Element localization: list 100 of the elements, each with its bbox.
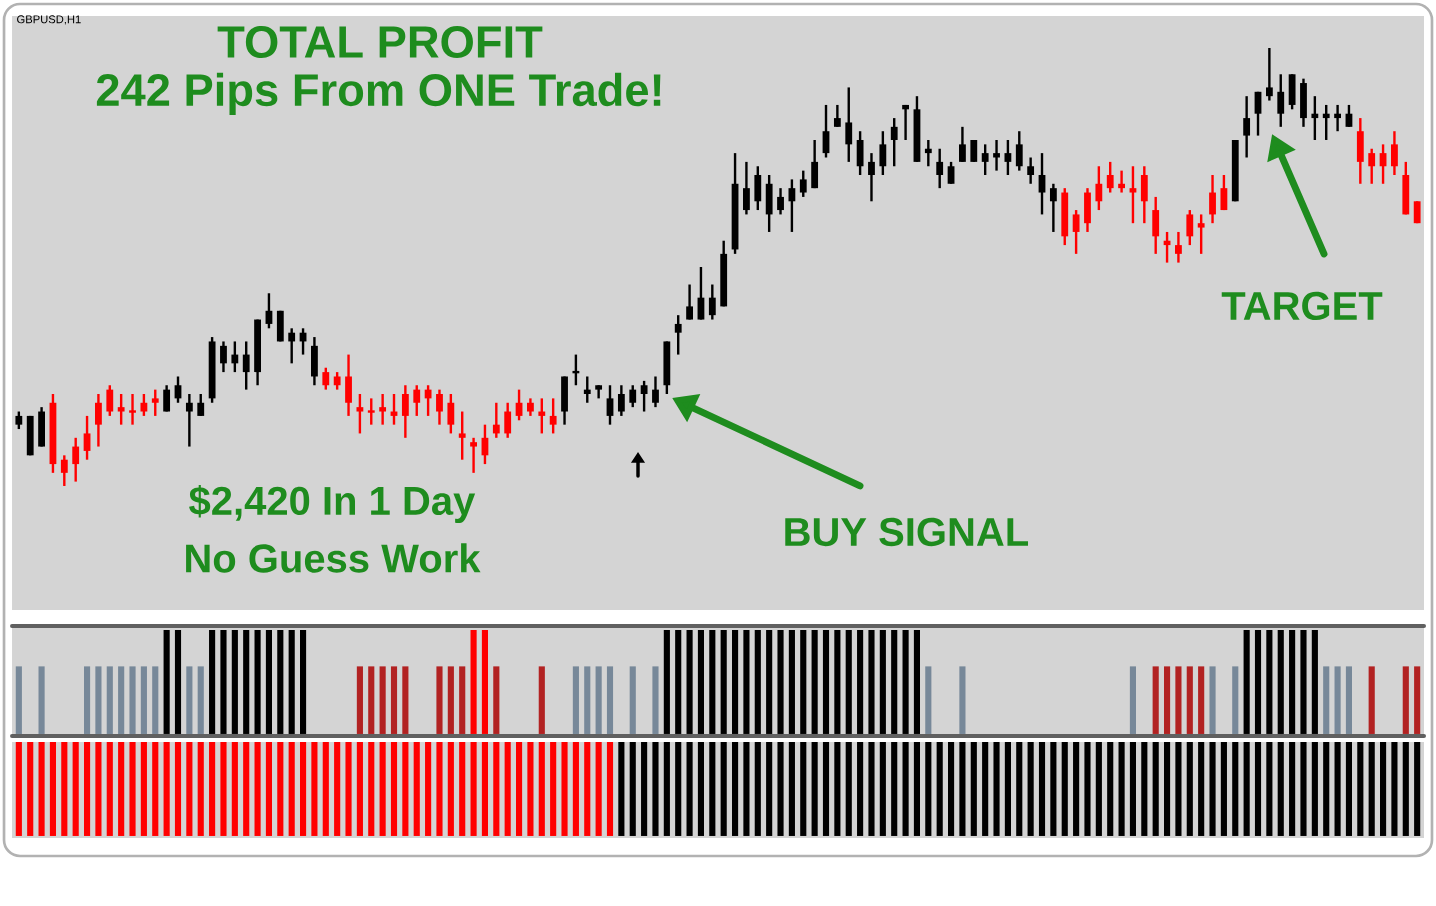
candlestick	[674, 313, 682, 356]
annotation: $2,420 In 1 Day	[189, 484, 476, 523]
candlestick	[640, 379, 648, 413]
candlestick	[833, 103, 841, 129]
candlestick	[95, 392, 102, 448]
candlestick	[583, 375, 591, 404]
candlestick	[322, 366, 330, 391]
candlestick	[788, 178, 796, 234]
candlestick	[754, 165, 762, 212]
candlestick	[1061, 186, 1069, 247]
candlestick	[538, 397, 546, 435]
candlestick	[799, 169, 807, 199]
text: No Guess Work	[186, 543, 481, 573]
candlestick	[617, 384, 625, 418]
candlestick	[1322, 103, 1330, 142]
candlestick	[38, 405, 45, 448]
candlestick	[127, 392, 138, 426]
candlestick	[652, 375, 659, 409]
candlestick	[1186, 208, 1194, 247]
candlestick	[447, 392, 455, 435]
candlestick	[1072, 208, 1080, 256]
candlestick	[470, 436, 477, 475]
candlestick	[879, 130, 887, 177]
candlestick	[1391, 130, 1398, 177]
candlestick	[629, 384, 637, 409]
candlestick	[197, 392, 205, 418]
candlestick	[936, 147, 944, 190]
candlestick	[1095, 165, 1103, 212]
candlestick	[1265, 46, 1273, 102]
candlestick	[811, 138, 819, 190]
candlestick	[1334, 103, 1341, 133]
candlestick	[868, 151, 875, 203]
candlestick	[83, 414, 91, 461]
candlestick	[1220, 173, 1228, 212]
candlestick	[663, 340, 671, 396]
chart-title: TOTAL PROFIT	[217, 25, 543, 59]
candlestick	[1277, 73, 1285, 129]
candlestick	[117, 392, 125, 426]
text: 242 Pips From ONE Trade!	[96, 72, 661, 116]
candlestick	[1084, 186, 1091, 234]
candlestick	[106, 384, 114, 418]
candlestick	[1288, 73, 1296, 111]
candlestick	[356, 392, 364, 435]
candlestick	[1197, 213, 1205, 256]
candlestick	[492, 401, 500, 440]
candlestick	[686, 283, 693, 321]
candlestick	[924, 138, 932, 168]
candlestick	[947, 160, 955, 185]
candlestick	[458, 410, 466, 461]
candlestick	[311, 335, 318, 387]
candlestick	[1402, 160, 1410, 216]
candlestick	[1015, 130, 1023, 172]
candlestick	[413, 384, 421, 418]
candlestick	[890, 116, 898, 168]
candlestick	[981, 143, 989, 177]
candlestick	[1106, 160, 1114, 194]
candlestick	[743, 160, 750, 216]
candlestick	[1311, 94, 1319, 142]
candlestick	[163, 384, 171, 413]
candlestick	[1356, 116, 1364, 185]
candlestick	[1118, 169, 1125, 194]
candlestick	[345, 353, 352, 418]
candlestick	[436, 388, 443, 426]
candlestick	[60, 454, 68, 488]
candlestick	[1300, 77, 1307, 129]
candlestick	[1004, 138, 1012, 177]
candlestick	[549, 397, 557, 435]
candlestick	[993, 138, 1000, 172]
candlestick	[1175, 230, 1182, 264]
candlestick	[231, 340, 239, 374]
candlestick	[1140, 165, 1148, 225]
candlestick	[401, 384, 409, 440]
candlestick	[1209, 173, 1216, 225]
candlestick	[1049, 182, 1057, 234]
candlestick	[242, 340, 250, 391]
candlestick	[902, 103, 909, 142]
candlestick	[185, 392, 193, 448]
candlestick	[288, 327, 296, 365]
candlestick	[959, 125, 966, 164]
candlestick	[151, 388, 159, 418]
candlestick	[1243, 94, 1251, 159]
candlestick	[379, 392, 387, 426]
candlestick	[856, 130, 864, 177]
candlestick	[1152, 195, 1160, 256]
candlestick	[606, 384, 614, 426]
candlestick	[1368, 147, 1376, 185]
candlestick	[708, 283, 716, 321]
candlestick	[777, 186, 784, 216]
candlestick	[765, 173, 773, 234]
candlestick	[504, 401, 512, 440]
candlestick	[140, 392, 148, 418]
candlestick	[1038, 151, 1046, 216]
candlestick	[72, 436, 80, 483]
candlestick	[1027, 156, 1035, 185]
text: BUY SIGNAL	[785, 517, 1029, 547]
candlestick	[1129, 165, 1137, 225]
candlestick	[366, 397, 376, 426]
candlestick	[845, 86, 853, 164]
candlestick	[424, 384, 432, 418]
candlestick	[220, 340, 227, 374]
